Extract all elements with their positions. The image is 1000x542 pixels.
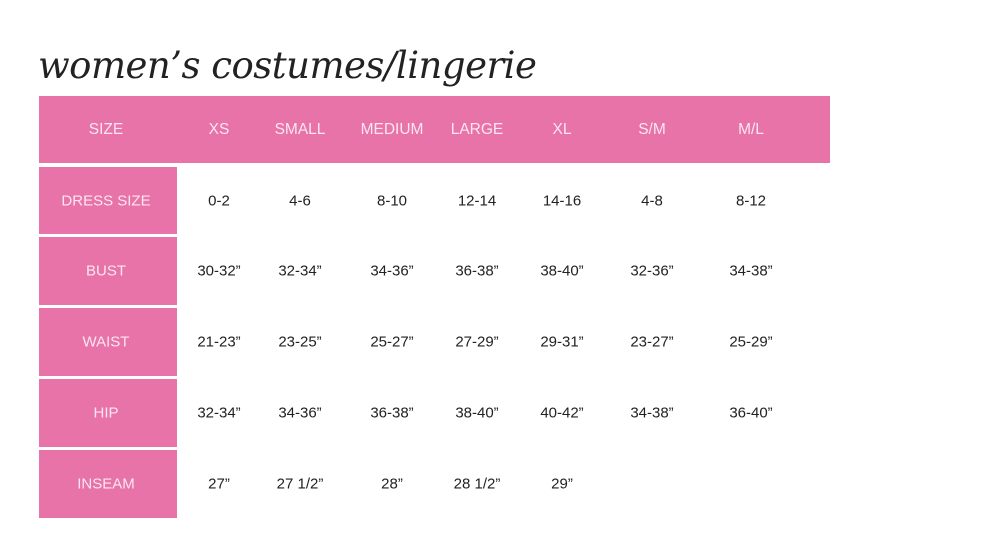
- header-cell: M/L: [738, 121, 764, 138]
- table-cell: 4-6: [289, 192, 311, 209]
- table-header: [39, 96, 830, 163]
- table-cell: 27-29”: [455, 333, 499, 351]
- table-cell: 32-34”: [278, 262, 322, 280]
- row-label-bg: [39, 308, 177, 376]
- header-cell: SMALL: [274, 121, 326, 138]
- table-cell: 0-2: [208, 192, 230, 209]
- header-cell: LARGE: [450, 121, 504, 138]
- table-cell: 4-8: [641, 192, 663, 209]
- table-cell: 29”: [551, 475, 573, 493]
- header-cell: XS: [208, 121, 230, 138]
- row-label: DRESS SIZE: [61, 192, 151, 209]
- row-label: WAIST: [82, 333, 130, 351]
- table-cell: 27 1/2”: [276, 475, 324, 493]
- table-cell: 27”: [208, 475, 230, 493]
- table-cell: 23-27”: [630, 333, 674, 351]
- row-label-bg: [39, 167, 177, 234]
- table-cell: 12-14: [457, 192, 497, 209]
- row-label-bg: [39, 379, 177, 447]
- table-cell: 8-10: [376, 192, 408, 209]
- table-cell: 25-29”: [729, 333, 773, 351]
- row-label: HIP: [93, 404, 119, 422]
- table-cell: 23-25”: [278, 333, 322, 351]
- table-cell: 25-27”: [370, 333, 414, 351]
- header-cell: MEDIUM: [360, 121, 424, 138]
- header-cell: S/M: [638, 121, 666, 138]
- table-cell: 36-38”: [455, 262, 499, 280]
- table-cell: 28 1/2”: [453, 475, 501, 493]
- table-cell: 36-40”: [729, 404, 773, 422]
- table-cell: 38-40”: [540, 262, 584, 280]
- table-cell: 40-42”: [540, 404, 584, 422]
- row-label: INSEAM: [77, 475, 135, 493]
- header-cell: XL: [552, 121, 572, 138]
- table-cell: 14-16: [542, 192, 582, 209]
- table-cell: 32-36”: [630, 262, 674, 280]
- table-cell: 29-31”: [540, 333, 584, 351]
- row-label-bg: [39, 450, 177, 518]
- row-label-bg: [39, 237, 177, 305]
- page-title: women’s costumes/lingerie: [38, 44, 537, 87]
- table-cell: 38-40”: [455, 404, 499, 422]
- table-cell: 34-38”: [630, 404, 674, 422]
- table-cell: 8-12: [735, 192, 767, 209]
- table-cell: 21-23”: [197, 333, 241, 351]
- table-cell: 28”: [381, 475, 403, 493]
- table-cell: 36-38”: [370, 404, 414, 422]
- table-cell: 30-32”: [197, 262, 241, 280]
- header-cell: SIZE: [88, 121, 124, 138]
- row-label: BUST: [85, 262, 127, 280]
- table-cell: 32-34”: [197, 404, 241, 422]
- table-cell: 34-36”: [370, 262, 414, 280]
- table-cell: 34-38”: [729, 262, 773, 280]
- table-cell: 34-36”: [278, 404, 322, 422]
